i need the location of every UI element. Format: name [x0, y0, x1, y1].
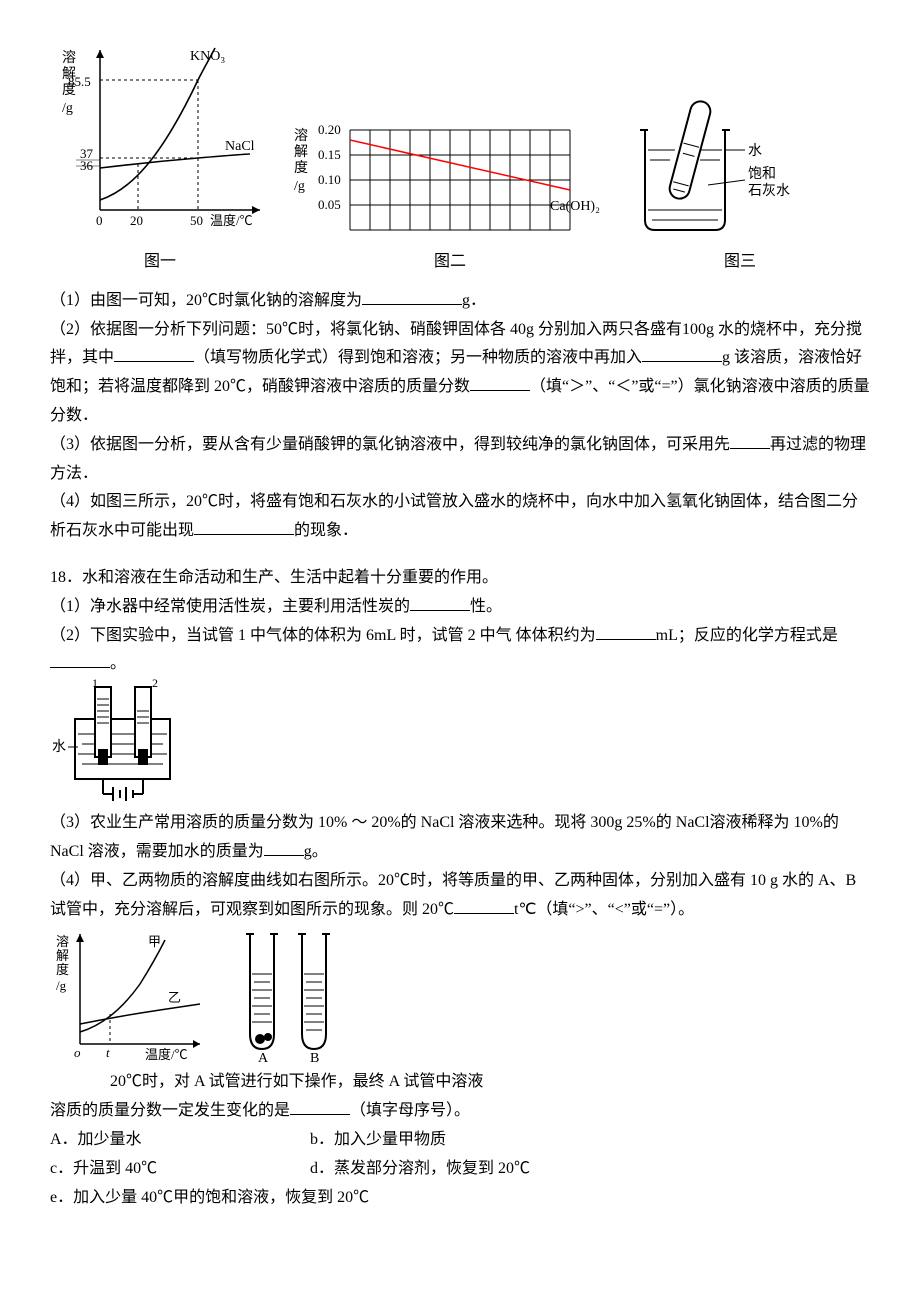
svg-text:36: 36	[80, 158, 94, 173]
q18-caption-row: 20℃时，对 A 试管进行如下操作，最终 A 试管中溶液	[110, 1068, 870, 1097]
q17-2b: （填写物质化学式）得到饱和溶液；另一种物质的溶液中再加入	[194, 349, 642, 366]
svg-text:50: 50	[190, 213, 203, 228]
blank	[264, 839, 304, 856]
opt-d: d．蒸发部分溶剂，恢复到 20℃	[310, 1155, 570, 1184]
figure-electrolysis: 1 2 水	[50, 679, 870, 809]
svg-text:溶: 溶	[62, 50, 76, 66]
blank	[410, 594, 470, 611]
blank	[114, 345, 194, 362]
q17-4a: （4）如图三所示，20℃时，将盛有饱和石灰水的小试管放入盛水的烧杯中，向水中加入…	[50, 493, 858, 539]
q18-2a: （2）下图实验中，当试管 1 中气体的体积为 6mL 时，试管 2 中气 体体积…	[50, 627, 596, 644]
svg-text:温度/℃: 温度/℃	[210, 213, 253, 228]
opt-A: A．加少量水	[50, 1126, 310, 1155]
svg-text:溶: 溶	[294, 128, 308, 144]
q18-2b: mL；反应的化学方程式是	[656, 627, 838, 644]
svg-text:o: o	[74, 1045, 81, 1060]
blank	[642, 345, 722, 362]
svg-text:/g: /g	[294, 179, 305, 194]
q18-title: 18．水和溶液在生命活动和生产、生活中起着十分重要的作用。	[50, 564, 870, 593]
svg-text:NaCl: NaCl	[225, 139, 255, 154]
caption-fig1: 图一	[50, 248, 270, 277]
svg-text:乙: 乙	[168, 990, 181, 1005]
svg-text:20: 20	[130, 213, 143, 228]
svg-text:A: A	[258, 1051, 269, 1064]
blank	[290, 1098, 350, 1115]
caption-fig3: 图三	[680, 248, 800, 277]
blank	[362, 288, 462, 305]
svg-text:Ca(OH)₂: Ca(OH)₂	[550, 199, 600, 214]
opt-c: c．升温到 40℃	[50, 1155, 310, 1184]
svg-text:解: 解	[294, 144, 308, 160]
svg-text:1: 1	[92, 679, 98, 690]
q18-4b: t℃（填“>”、“<”或“=”）。	[514, 901, 694, 918]
opt-e: e．加入少量 40℃甲的饱和溶液，恢复到 20℃	[50, 1184, 870, 1213]
svg-text:0.05: 0.05	[318, 197, 341, 212]
caption-fig2: 图二	[290, 248, 610, 277]
svg-text:85.5: 85.5	[68, 74, 91, 89]
svg-text:温度/℃: 温度/℃	[145, 1047, 188, 1062]
svg-text:KNO₃: KNO₃	[190, 49, 225, 64]
svg-text:度: 度	[294, 160, 308, 176]
blank	[454, 897, 514, 914]
solubility-chart-1: 溶 解 度 /g 85.5 37 36 0 20 50 温度/℃ NaCl	[50, 40, 270, 240]
figure-row-q18-4: 溶 解 度 /g o t 温度/℃ 乙 甲	[50, 924, 870, 1064]
beaker-tube: 水 饱和 石灰水	[630, 90, 800, 240]
question-18: 18．水和溶液在生命活动和生产、生活中起着十分重要的作用。 （1）净水器中经常使…	[50, 564, 870, 1212]
q17-4b: 的现象．	[294, 522, 358, 539]
options-row-2: c．升温到 40℃ d．蒸发部分溶剂，恢复到 20℃	[50, 1155, 870, 1184]
question-17: （1）由图一可知，20℃时氯化钠的溶解度为g． （2）依据图一分析下列问题：50…	[50, 287, 870, 546]
svg-text:饱和: 饱和	[748, 166, 776, 182]
q18-1b: 性。	[470, 598, 502, 615]
options-row-1: A．加少量水 b．加入少量甲物质	[50, 1126, 870, 1155]
blank	[50, 651, 110, 668]
solubility-chart-2: 溶 解 度 /g o t 温度/℃ 乙 甲	[50, 924, 210, 1064]
blank	[730, 432, 770, 449]
svg-text:/g: /g	[62, 101, 73, 116]
svg-text:0: 0	[96, 213, 103, 228]
svg-text:水: 水	[748, 143, 762, 159]
svg-text:0.20: 0.20	[318, 122, 341, 137]
q18-1a: （1）净水器中经常使用活性炭，主要利用活性炭的	[50, 598, 410, 615]
figure-1: 溶 解 度 /g 85.5 37 36 0 20 50 温度/℃ NaCl	[50, 40, 270, 240]
svg-text:0.15: 0.15	[318, 147, 341, 162]
figure-captions-top: 图一 图二 图三	[50, 248, 870, 277]
figure-2: 溶 解 度 /g 0.20 0.15 0.10 0.05	[290, 110, 610, 240]
q18-3a: （3）农业生产常用溶质的质量分数为 10% ～ 20%的 NaCl 溶液来选种。…	[50, 814, 839, 860]
svg-text:甲: 甲	[148, 934, 161, 949]
svg-text:2: 2	[152, 679, 158, 690]
caoh2-chart: 溶 解 度 /g 0.20 0.15 0.10 0.05	[290, 110, 610, 240]
svg-text:/g: /g	[56, 978, 67, 993]
q17-1a: （1）由图一可知，20℃时氯化钠的溶解度为	[50, 292, 362, 309]
q17-1b: g．	[462, 292, 486, 309]
svg-text:B: B	[310, 1051, 319, 1064]
opt-b: b．加入少量甲物质	[310, 1126, 570, 1155]
blank	[194, 518, 294, 535]
blank	[596, 623, 656, 640]
q18-2c: 。	[110, 655, 126, 672]
figures-row-top: 溶 解 度 /g 85.5 37 36 0 20 50 温度/℃ NaCl	[50, 40, 870, 240]
q17-3a: （3）依据图一分析，要从含有少量硝酸钾的氯化钠溶液中，得到较纯净的氯化钠固体，可…	[50, 436, 730, 453]
q18-5b: （填字母序号）。	[350, 1102, 470, 1119]
tubes-a-b: A B	[230, 924, 350, 1064]
svg-text:t: t	[106, 1045, 110, 1060]
figure-3: 水 饱和 石灰水	[630, 90, 800, 240]
q18-5a: 溶质的质量分数一定发生变化的是	[50, 1102, 290, 1119]
svg-text:溶: 溶	[56, 934, 69, 949]
svg-text:解: 解	[56, 948, 69, 963]
svg-text:0.10: 0.10	[318, 172, 341, 187]
electrolysis-apparatus: 1 2 水	[50, 679, 190, 809]
svg-text:石灰水: 石灰水	[748, 183, 790, 199]
q18-3b: g。	[304, 843, 328, 860]
svg-text:水: 水	[52, 739, 66, 755]
blank	[470, 374, 530, 391]
svg-text:度: 度	[56, 962, 69, 977]
